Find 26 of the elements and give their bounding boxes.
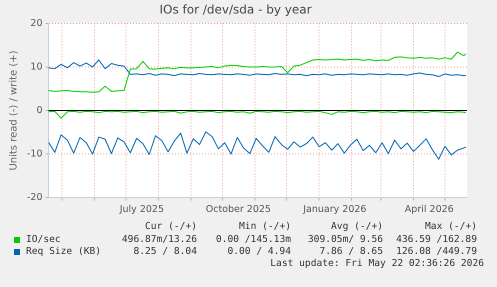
x-tick-label: April 2026 <box>404 204 454 215</box>
x-tick-label: January 2026 <box>302 204 366 215</box>
text: 496.87m/13.26 <box>122 234 197 245</box>
text: Cur (-/+) <box>145 221 197 232</box>
text: 436.59 /162.89 <box>396 234 477 245</box>
text: Min (-/+) <box>239 221 291 232</box>
y-tick-label: -20 <box>26 192 43 204</box>
text: 126.08 /449.79 <box>396 246 477 257</box>
text: 8.25 / 8.04 <box>133 246 197 257</box>
chart-title: IOs for /dev/sda - by year <box>159 2 312 16</box>
text: 309.05m/ 9.56 <box>308 234 383 245</box>
y-tick-label: -10 <box>26 148 43 160</box>
y-tick-label: 0 <box>36 104 43 116</box>
text: 7.86 / 8.65 <box>319 246 383 257</box>
text: Avg (-/+) <box>331 221 383 232</box>
x-tick-label: July 2025 <box>118 204 164 215</box>
text: Max (-/+) <box>425 221 477 232</box>
legend-label: IO/sec <box>26 234 61 245</box>
y-tick-label: 20 <box>30 18 43 29</box>
legend-label: Req Size (KB) <box>26 246 102 257</box>
text: 0.00 /145.13m <box>216 234 291 245</box>
text: 0.00 / 4.94 <box>227 246 291 257</box>
y-axis-title: Units read (-) / write (+) <box>8 50 20 171</box>
y-tick-label: 10 <box>30 61 43 72</box>
text: Last update: Fri May 22 02:36:26 2026 <box>270 258 484 269</box>
x-tick-label: October 2025 <box>206 204 271 215</box>
